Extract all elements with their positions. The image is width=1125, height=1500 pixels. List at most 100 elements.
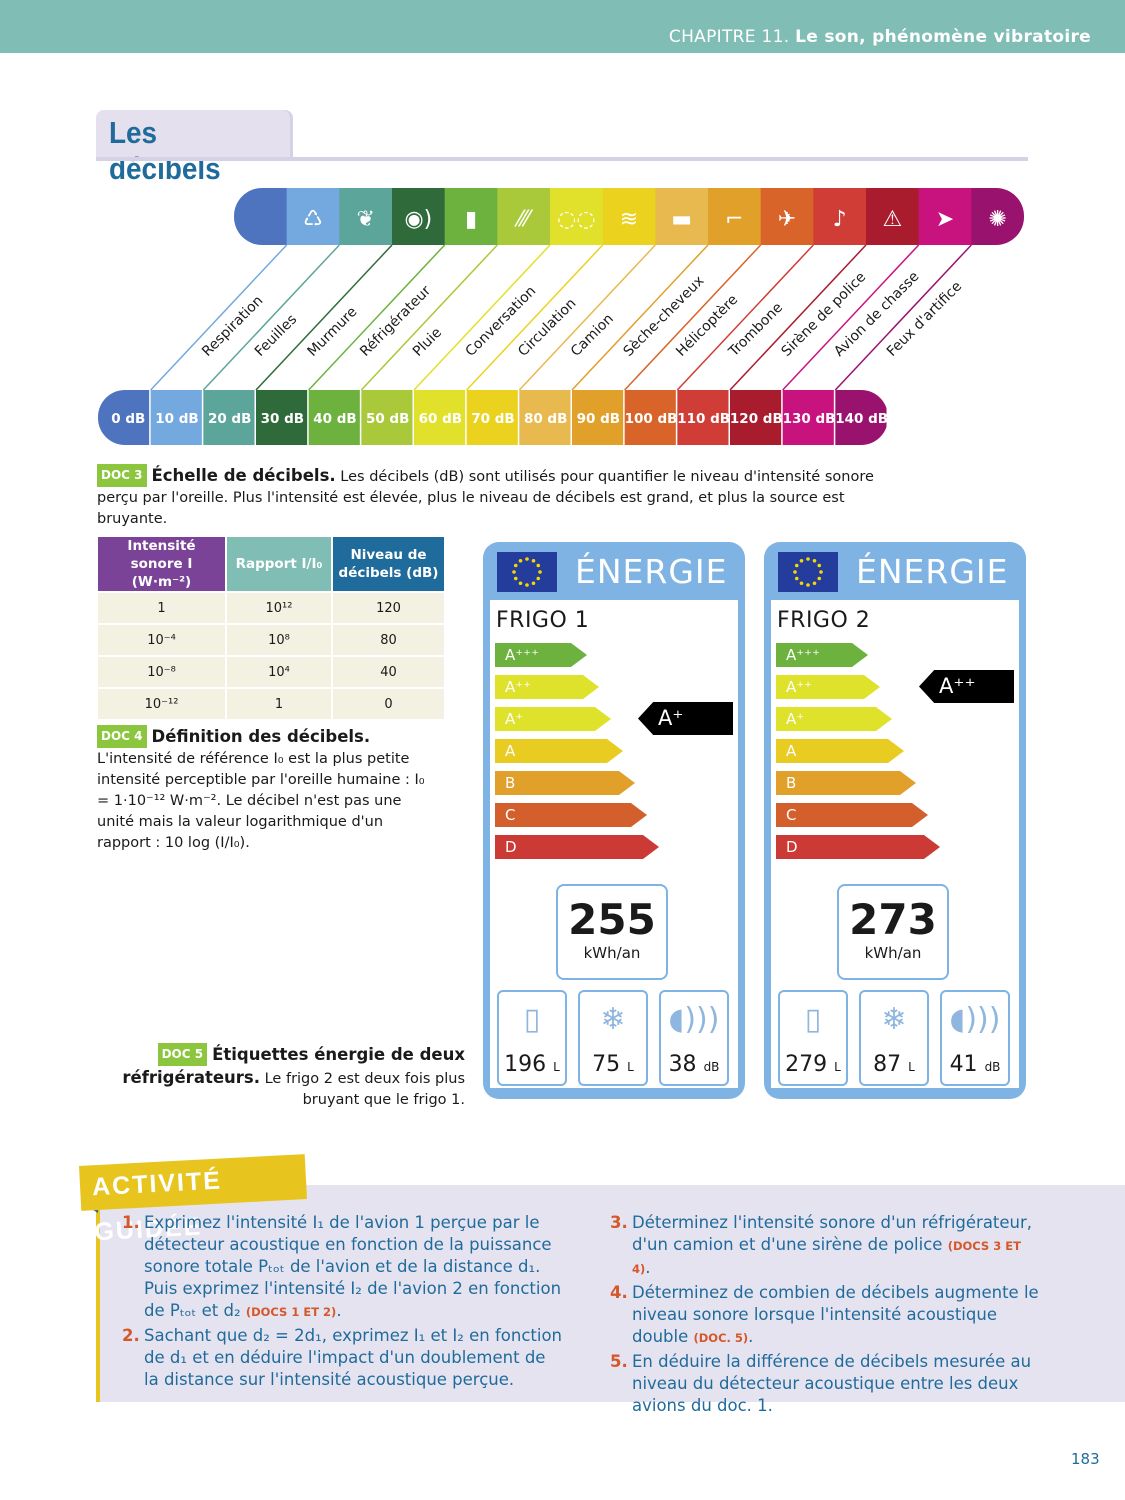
icon-segment xyxy=(866,188,920,245)
cell: 120 xyxy=(333,593,444,623)
level-label: 0 dB xyxy=(111,411,145,427)
doc4-caption: DOC 4 Définition des décibels. L'intensité… xyxy=(97,725,427,854)
decibel-scale: ♺ ❦ ◉) ▮ ⁄⁄⁄ ◌◌ ≋ ▬ ⌐ ✈ ♪ ⚠ ➤ ✺ 0 dB 10 dB 20 dB 30 dB 40 … xyxy=(98,188,1024,445)
energy-label: ÉNERGIE FRIGO 2 A⁺⁺⁺ A⁺⁺ A⁺ A B C D A⁺⁺ 273 kWh/a… xyxy=(764,542,1026,1099)
unit: dB xyxy=(984,1060,1001,1074)
chapter-header-bar xyxy=(0,0,1125,53)
fireworks-icon: ✺ xyxy=(988,207,1006,232)
icon-segment xyxy=(918,188,972,245)
cell: 80 xyxy=(333,625,444,655)
snowflake-icon: ❄ xyxy=(881,1002,907,1037)
doc4-text: L'intensité de référence I₀ est la plus … xyxy=(97,751,425,851)
icon-segment xyxy=(550,188,604,245)
level-label: 30 dB xyxy=(261,411,304,427)
doc5-caption: DOC 5 Étiquettes énergie de deux réfrigér… xyxy=(120,1043,465,1111)
energy-class-bar: B xyxy=(495,771,635,795)
chapter-name: Le son, phénomène vibratoire xyxy=(795,27,1091,47)
consumption-box: 273 kWh/an xyxy=(837,884,949,980)
eu-flag-icon xyxy=(778,552,838,592)
connector-line xyxy=(150,244,288,391)
icon-segment xyxy=(602,188,656,245)
connector-line xyxy=(413,244,551,391)
doc3-caption: DOC 3 Échelle de décibels. Les décibels (… xyxy=(97,464,917,530)
connector-line xyxy=(782,244,920,391)
connector-line xyxy=(466,244,604,391)
activity-panel xyxy=(96,1185,1125,1402)
fresh-volume-box: ▯ 196 L xyxy=(497,990,567,1086)
icon-segment xyxy=(497,188,551,245)
connector-line xyxy=(729,244,867,391)
table-row: 10⁻⁴ 10⁸ 80 xyxy=(98,625,444,655)
level-segment xyxy=(256,390,308,445)
level-label: 100 dB xyxy=(625,411,678,427)
table-header-row: Intensité sonore I (W·m⁻²) Rapport I/I₀ … xyxy=(98,537,444,591)
level-segment xyxy=(98,390,150,445)
cell: 0 xyxy=(333,689,444,719)
intensity-table: Intensité sonore I (W·m⁻²) Rapport I/I₀ … xyxy=(96,535,446,721)
hair-dryer-icon: ⌐ xyxy=(725,207,743,232)
chapter-number: CHAPITRE 11. xyxy=(668,27,790,47)
fresh-volume: 279 xyxy=(785,1052,828,1077)
siren-icon: ⚠ xyxy=(882,207,902,232)
icon-segment xyxy=(813,188,867,245)
lungs-icon: ♺ xyxy=(303,207,323,232)
question-number: 1. xyxy=(122,1213,140,1232)
connector-line xyxy=(676,244,814,391)
doc3-title: Échelle de décibels. xyxy=(151,466,336,485)
icon-segment xyxy=(760,188,814,245)
page-number: 183 xyxy=(1071,1450,1100,1468)
level-segment xyxy=(308,390,360,445)
energy-class-bar: C xyxy=(495,803,647,827)
level-segment xyxy=(519,390,571,445)
level-label: 40 dB xyxy=(313,411,356,427)
sound-waves-icon: ◖))) xyxy=(668,1002,720,1037)
level-segment xyxy=(150,390,202,445)
icon-segment xyxy=(286,188,340,245)
label-body: FRIGO 1 A⁺⁺⁺ A⁺⁺ A⁺ A B C D A⁺ 255 kWh/an ▯ 196 L … xyxy=(490,600,738,1088)
section-divider xyxy=(96,157,1028,161)
cell: 10⁻¹² xyxy=(98,689,225,719)
energy-class-bar: D xyxy=(495,835,659,859)
energy-class-bar: A⁺⁺ xyxy=(495,675,599,699)
level-segment xyxy=(466,390,518,445)
cell: 10⁸ xyxy=(227,625,331,655)
doc-badge: DOC 4 xyxy=(97,725,147,748)
table-row: 10⁻⁸ 10⁴ 40 xyxy=(98,657,444,687)
truck-icon: ▬ xyxy=(671,207,692,232)
question-number: 2. xyxy=(122,1326,140,1345)
question-text: Déterminez de combien de décibels augmen… xyxy=(632,1283,1039,1346)
punctuation: . xyxy=(645,1258,651,1277)
question-item: 2. Sachant que d₂ = 2d₁, exprimez I₁ et I… xyxy=(122,1325,562,1392)
frozen-volume: 75 xyxy=(592,1052,621,1077)
activity-column-left: 1. Exprimez l'intensité I₁ de l'avion 1 p… xyxy=(122,1212,562,1394)
sound-waves-icon: ◖))) xyxy=(949,1002,1001,1037)
punctuation: . xyxy=(748,1327,754,1346)
level-label: 20 dB xyxy=(208,411,251,427)
level-label: 60 dB xyxy=(419,411,462,427)
icon-segment xyxy=(444,188,498,245)
doc-reference: (DOC. 5) xyxy=(693,1331,749,1345)
doc-badge: DOC 3 xyxy=(97,464,147,487)
consumption-value: 273 xyxy=(849,895,937,944)
level-label: 70 dB xyxy=(471,411,514,427)
consumption-unit: kWh/an xyxy=(583,944,641,962)
energy-class-bar: B xyxy=(776,771,916,795)
level-segment xyxy=(414,390,466,445)
milk-carton-icon: ▯ xyxy=(523,1002,541,1037)
energy-class-bar: A⁺⁺⁺ xyxy=(776,643,868,667)
section-title: Les décibels xyxy=(109,115,221,186)
icon-segment xyxy=(234,188,288,245)
punctuation: . xyxy=(336,1301,342,1320)
energy-header: ÉNERGIE xyxy=(575,552,728,591)
rain-icon: ⁄⁄⁄ xyxy=(513,207,533,232)
question-number: 5. xyxy=(610,1352,628,1371)
level-segment xyxy=(677,390,729,445)
cell: 1 xyxy=(98,593,225,623)
level-segment xyxy=(624,390,676,445)
frozen-volume-box: ❄ 75 L xyxy=(578,990,648,1086)
table-row: 10⁻¹² 1 0 xyxy=(98,689,444,719)
source-label: Pluie xyxy=(410,325,445,360)
doc3-text: Les décibels (dB) sont utilisés pour qua… xyxy=(97,469,874,527)
level-segment xyxy=(730,390,782,445)
unit: L xyxy=(553,1060,560,1074)
